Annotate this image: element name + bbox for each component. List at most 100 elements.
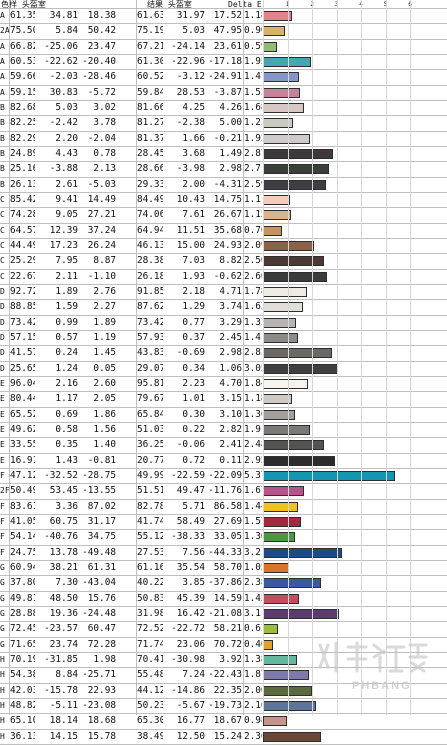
cell-result-b: 15.24: [213, 730, 242, 742]
cell-delta-e: 1.41: [244, 331, 262, 343]
cell-target-l: 65.10: [10, 715, 35, 727]
row-divider: [0, 437, 447, 438]
cell-delta-e: 0.90: [244, 25, 262, 37]
cell-result-a: -30.98: [171, 653, 205, 665]
row-divider: [0, 345, 447, 346]
cell-target-a: -3.88: [49, 163, 78, 175]
cell-delta-e: 2.09: [244, 239, 262, 251]
delta-e-bar: [263, 501, 299, 512]
cell-target-a: 9.41: [55, 193, 78, 205]
delta-e-bar: [263, 455, 336, 466]
delta-e-bar: [263, 332, 298, 343]
cell-target-b: 1.45: [93, 347, 116, 359]
table-row: F 47.12 -32.52 -28.75 49.99 -22.59-22.095.37: [0, 468, 447, 483]
cell-target-b: -43.04: [82, 577, 116, 589]
row-id: C: [0, 194, 5, 204]
cell-result-l: 49.99: [137, 469, 163, 481]
cell-result-l: 43.83: [137, 347, 163, 359]
table-row: G 37.80 7.30 -43.04 40.22 3.85-37.862.38: [0, 575, 447, 590]
cell-result-a: 2.18: [182, 285, 205, 297]
delta-e-bar: [263, 348, 333, 359]
row-id: E: [0, 409, 5, 419]
cell-result-a: -0.69: [176, 347, 205, 359]
cell-target-b: 2.05: [93, 393, 116, 405]
row-divider: [0, 177, 447, 178]
row-divider: [0, 514, 447, 515]
row-id: 2F: [0, 486, 9, 496]
cell-result-l: 29.07: [137, 362, 163, 374]
cell-delta-e: 1.57: [244, 515, 262, 527]
cell-result-l: 82.78: [137, 500, 163, 512]
table-row: C 25.29 7.95 8.87 28.38 7.03 8.822.50: [0, 253, 447, 268]
table-row: D 41.57 0.24 1.45 43.83 -0.69 2.982.83: [0, 345, 447, 360]
cell-result-b: 24.93: [213, 239, 242, 251]
cell-result-b: 3.10: [219, 408, 242, 420]
cell-target-a: 5.03: [55, 101, 78, 113]
cell-target-l: 61.35: [10, 10, 35, 21]
row-divider: [0, 253, 447, 254]
cell-delta-e: 1.78: [244, 285, 262, 297]
row-id: D: [0, 286, 5, 296]
cell-target-l: 92.72: [10, 285, 35, 297]
cell-target-a: 48.50: [49, 592, 78, 604]
cell-result-b: -44.33: [208, 546, 242, 558]
cell-result-a: 0.72: [182, 454, 205, 466]
column-divider: [136, 0, 137, 715]
cell-delta-e: 1.45: [244, 592, 262, 604]
cell-target-l: 85.42: [10, 193, 35, 205]
table-row: B 26.13 2.61 -5.03 29.33 2.00 -4.312.59: [0, 177, 447, 192]
cell-result-b: 4.70: [219, 377, 242, 389]
table-row: E 96.04 2.16 2.60 95.81 2.23 4.701.84: [0, 376, 447, 391]
cell-target-b: 34.75: [87, 531, 116, 543]
axis-gridline: [386, 0, 387, 715]
row-divider: [0, 8, 447, 9]
cell-target-a: 17.23: [49, 239, 78, 251]
delta-e-bar: [263, 286, 307, 297]
cell-result-b: 0.11: [219, 454, 242, 466]
cell-result-l: 87.62: [137, 301, 163, 313]
cell-result-a: -3.98: [176, 163, 205, 175]
cell-delta-e: 2.71: [244, 163, 262, 175]
row-divider: [0, 529, 447, 530]
delta-e-bar: [263, 271, 327, 282]
cell-delta-e: 1.84: [244, 377, 262, 389]
cell-result-l: 38.49: [137, 730, 163, 742]
delta-e-bar: [263, 87, 301, 98]
cell-result-b: 1.49: [219, 147, 242, 159]
axis-gridline: [312, 0, 313, 715]
row-id: D: [0, 332, 5, 342]
axis-gridline: [410, 0, 411, 715]
row-divider: [0, 85, 447, 86]
table-row: A 66.82 -25.06 23.47 67.21 -24.14 23.610.59: [0, 39, 447, 54]
delta-e-bar: [263, 654, 297, 665]
cell-result-l: 26.18: [137, 270, 163, 282]
cell-result-b: 18.67: [213, 715, 242, 727]
cell-target-a: 9.05: [55, 209, 78, 221]
cell-result-a: 49.47: [176, 485, 205, 497]
cell-result-a: 16.42: [176, 607, 205, 619]
cell-target-b: 2.60: [93, 377, 116, 389]
cell-result-l: 28.45: [137, 147, 163, 159]
cell-delta-e: 1.23: [244, 117, 262, 129]
cell-result-a: 0.77: [182, 316, 205, 328]
cell-delta-e: 1.91: [244, 423, 262, 435]
cell-target-b: 14.49: [87, 193, 116, 205]
cell-target-b: 3.02: [93, 101, 116, 113]
cell-target-l: 16.91: [10, 454, 35, 466]
row-divider: [0, 683, 447, 684]
cell-result-b: 22.35: [213, 684, 242, 696]
cell-result-b: 14.59: [213, 592, 242, 604]
row-divider: [0, 330, 447, 331]
cell-target-l: 49.62: [10, 423, 35, 435]
cell-target-a: 34.81: [49, 10, 78, 21]
cell-result-b: -0.21: [213, 132, 242, 144]
cell-target-a: 0.99: [55, 316, 78, 328]
table-row: H 65.10 18.14 18.68 65.30 16.77 18.670.98: [0, 713, 447, 728]
cell-target-l: 33.55: [10, 439, 35, 451]
cell-target-a: 2.61: [55, 178, 78, 190]
row-divider: [0, 698, 447, 699]
row-id: F: [0, 547, 5, 557]
cell-result-l: 31.98: [137, 607, 163, 619]
cell-result-a: 10.43: [176, 193, 205, 205]
cell-delta-e: 1.15: [244, 209, 262, 221]
